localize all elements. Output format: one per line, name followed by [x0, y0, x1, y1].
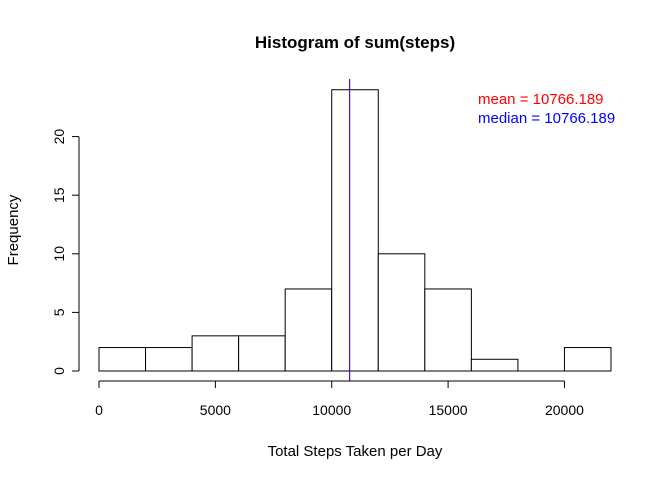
- histogram-bar-5: [331, 89, 379, 372]
- histogram-bar-3: [238, 335, 286, 372]
- y-tick-label: 15: [51, 187, 67, 203]
- y-axis-label: Frequency: [5, 194, 22, 265]
- histogram-bar-4: [284, 288, 333, 372]
- histogram-bars: [98, 89, 612, 372]
- y-tick-label: 5: [51, 308, 67, 316]
- histogram-bar-1: [145, 347, 193, 372]
- x-axis: 0 5000 10000 15000 20000: [95, 380, 584, 418]
- x-axis-label: Total Steps Taken per Day: [268, 443, 443, 460]
- legend-median: median = 10766.189: [478, 110, 615, 127]
- histogram-bar-8: [470, 358, 519, 372]
- histogram-bar-2: [191, 335, 240, 372]
- chart-title: Histogram of sum(steps): [255, 33, 455, 52]
- y-tick-label: 10: [51, 246, 67, 262]
- histogram-bar-0: [98, 347, 147, 372]
- y-tick-label: 20: [51, 129, 67, 145]
- histogram-bar-6: [377, 253, 426, 372]
- x-tick-label: 0: [95, 402, 103, 418]
- x-tick-label: 20000: [545, 402, 584, 418]
- histogram-bar-10: [563, 347, 612, 372]
- x-tick-label: 15000: [429, 402, 468, 418]
- x-tick-label: 10000: [312, 402, 351, 418]
- legend-mean: mean = 10766.189: [478, 91, 604, 108]
- y-axis: 0 5 10 15 20: [51, 129, 80, 375]
- x-tick-label: 5000: [200, 402, 231, 418]
- histogram-bar-7: [424, 288, 472, 372]
- y-tick-label: 0: [51, 367, 67, 375]
